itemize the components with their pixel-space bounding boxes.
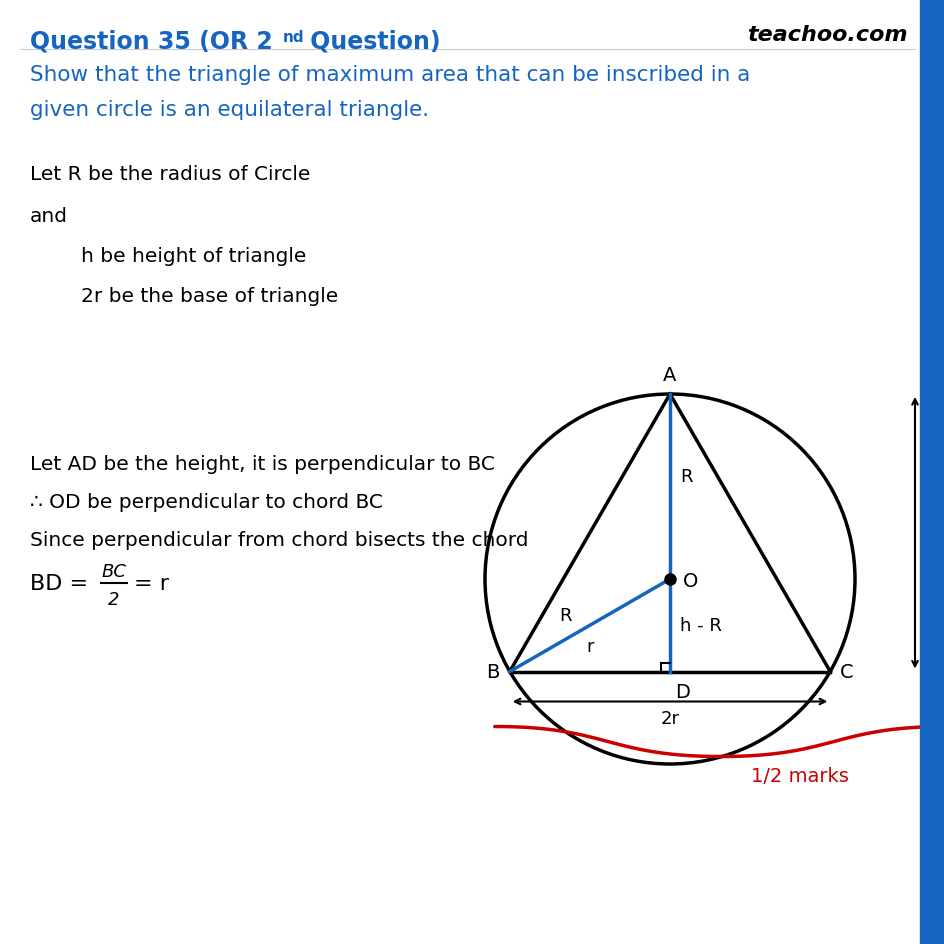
Text: Question): Question) — [302, 30, 440, 54]
Text: Let AD be the height, it is perpendicular to BC: Let AD be the height, it is perpendicula… — [30, 454, 495, 474]
Text: O: O — [683, 572, 698, 591]
Text: 1/2 marks: 1/2 marks — [750, 767, 848, 785]
Text: 2r be the base of triangle: 2r be the base of triangle — [30, 287, 338, 306]
Text: Show that the triangle of maximum area that can be inscribed in a: Show that the triangle of maximum area t… — [30, 65, 750, 85]
Text: Question 35 (OR 2: Question 35 (OR 2 — [30, 30, 273, 54]
Text: A: A — [663, 365, 676, 384]
Text: h - R: h - R — [680, 616, 721, 634]
Text: Since perpendicular from chord bisects the chord: Since perpendicular from chord bisects t… — [30, 531, 528, 549]
Text: nd: nd — [282, 30, 304, 45]
Text: Let R be the radius of Circle: Let R be the radius of Circle — [30, 165, 310, 184]
Text: r: r — [585, 638, 593, 656]
Text: R: R — [680, 468, 692, 486]
Text: and: and — [30, 207, 68, 226]
Bar — [919, 0, 944, 944]
Text: 2: 2 — [109, 590, 120, 608]
Text: D: D — [674, 682, 689, 700]
Text: h: h — [928, 524, 940, 543]
Text: = r: = r — [134, 573, 169, 594]
Text: R: R — [559, 607, 571, 625]
Text: h be height of triangle: h be height of triangle — [30, 246, 306, 265]
Text: teachoo.com: teachoo.com — [747, 25, 907, 45]
Text: given circle is an equilateral triangle.: given circle is an equilateral triangle. — [30, 100, 429, 120]
Text: ∴ OD be perpendicular to chord BC: ∴ OD be perpendicular to chord BC — [30, 493, 382, 512]
Text: BC: BC — [101, 563, 126, 581]
Text: B: B — [486, 663, 499, 682]
Text: C: C — [839, 663, 853, 682]
Text: 2r: 2r — [660, 710, 679, 728]
Text: BD =: BD = — [30, 573, 88, 594]
